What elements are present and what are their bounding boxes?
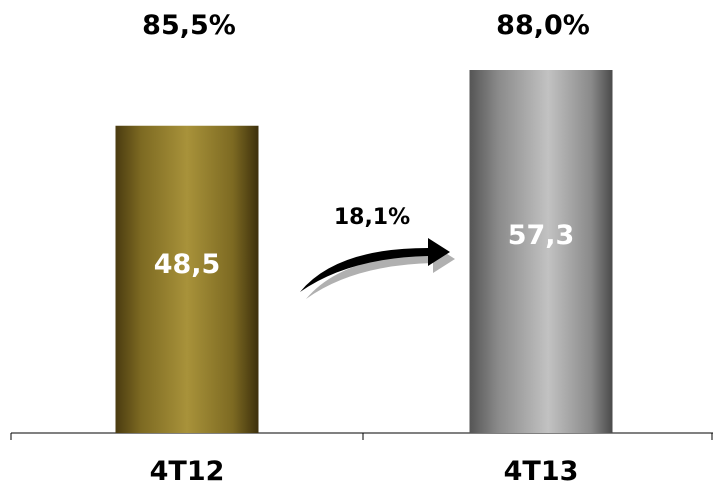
bar-value-label: 48,5 [154,249,221,280]
bar-value-label: 57,3 [508,220,575,251]
growth-label: 18,1% [334,205,410,230]
category-label: 4T12 [150,456,225,487]
bar-4T13 [469,70,613,433]
top-percentage-label: 88,0% [496,10,590,41]
growth-arrow-icon [300,238,455,299]
category-label: 4T13 [504,456,579,487]
bar-4T12 [115,125,259,433]
x-axis [10,432,713,440]
top-percentage-label: 85,5% [142,10,236,41]
